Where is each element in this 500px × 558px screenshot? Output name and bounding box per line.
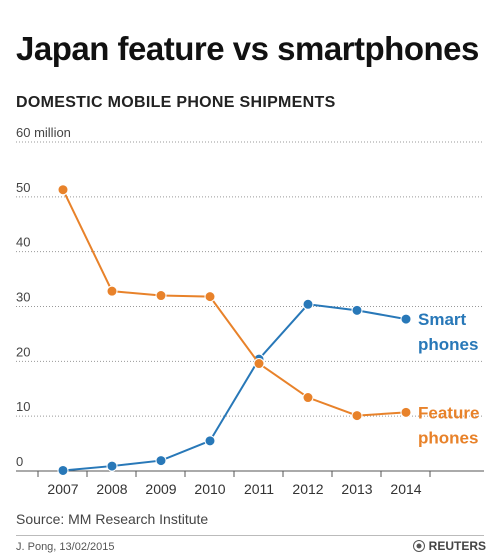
series-label: phones bbox=[418, 428, 478, 447]
series-labels: Smart phones Feature phones bbox=[418, 310, 479, 447]
chart-title: Japan feature vs smartphones bbox=[16, 30, 479, 67]
y-tick-label: 60 million bbox=[16, 125, 71, 140]
reuters-dot-icon bbox=[412, 540, 425, 552]
source-note: Source: MM Research Institute bbox=[16, 511, 209, 527]
series-label: Feature bbox=[418, 403, 479, 422]
x-tick-label: 2007 bbox=[47, 481, 78, 497]
series-label: phones bbox=[418, 335, 478, 354]
data-point bbox=[155, 455, 167, 467]
reuters-logo: REUTERS bbox=[412, 539, 486, 553]
data-point bbox=[253, 358, 265, 370]
x-tick-label: 2014 bbox=[390, 481, 421, 497]
x-tick-label: 2012 bbox=[292, 481, 323, 497]
data-point bbox=[106, 285, 118, 297]
x-tick-label: 2013 bbox=[341, 481, 372, 497]
x-tick-label: 2011 bbox=[244, 481, 274, 497]
series-line bbox=[62, 303, 407, 472]
data-point bbox=[204, 435, 216, 447]
y-tick-label: 30 bbox=[16, 290, 30, 305]
y-tick-labels: 0 10 20 30 40 50 60 million bbox=[16, 125, 71, 469]
x-axis: 2007 2008 2009 2010 2011 2012 2013 2014 bbox=[16, 470, 484, 497]
data-point bbox=[400, 313, 412, 325]
footer-divider bbox=[16, 535, 484, 536]
y-tick-label: 20 bbox=[16, 344, 30, 359]
data-point bbox=[302, 298, 314, 310]
x-tick-label: 2010 bbox=[194, 481, 225, 497]
data-point bbox=[57, 184, 69, 196]
data-point bbox=[351, 410, 363, 422]
data-point bbox=[57, 464, 69, 476]
series-line bbox=[62, 189, 407, 417]
data-point bbox=[204, 291, 216, 303]
data-point bbox=[302, 392, 314, 404]
data-point bbox=[155, 290, 167, 302]
series-layer bbox=[57, 184, 412, 476]
y-tick-label: 50 bbox=[16, 180, 30, 195]
y-tick-label: 0 bbox=[16, 454, 23, 469]
chart-subtitle: DOMESTIC MOBILE PHONE SHIPMENTS bbox=[16, 94, 336, 111]
y-tick-label: 40 bbox=[16, 235, 30, 250]
y-tick-label: 10 bbox=[16, 399, 30, 414]
data-point bbox=[106, 460, 118, 472]
brand-name: REUTERS bbox=[428, 539, 486, 553]
data-point bbox=[351, 304, 363, 316]
credit-line: J. Pong, 13/02/2015 bbox=[16, 541, 115, 553]
series-label: Smart bbox=[418, 310, 467, 329]
x-tick-label: 2009 bbox=[145, 481, 176, 497]
data-point bbox=[400, 406, 412, 418]
x-tick-label: 2008 bbox=[96, 481, 127, 497]
